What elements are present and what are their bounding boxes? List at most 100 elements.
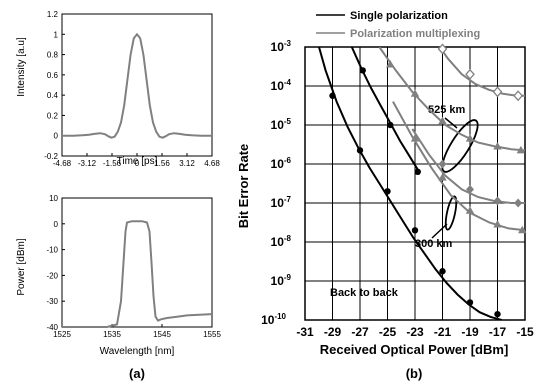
- x-tick-label: -23: [406, 325, 424, 339]
- y-tick-label: 10-9: [271, 273, 292, 288]
- y-tick-label: 0.4: [47, 91, 59, 100]
- series-curve-group: [392, 101, 525, 232]
- x-tick-label: 1.56: [154, 159, 170, 168]
- y-tick-label: 0: [54, 132, 59, 141]
- data-point-triangle: [518, 225, 527, 234]
- data-point-diamond: [466, 184, 474, 194]
- x-tick-label: -31: [296, 325, 314, 339]
- annotation-leader: [444, 117, 458, 129]
- y-tick-label: 10-7: [271, 195, 292, 210]
- annotation-label: Back to back: [330, 287, 399, 299]
- ber-chart: Bit Error Rate Received Optical Power [d…: [236, 10, 534, 357]
- y-tick-label: 10-4: [271, 78, 292, 93]
- x-axis-label: Time [ps]: [117, 156, 158, 167]
- data-point-open-diamond: [465, 68, 475, 80]
- data-point-circle: [414, 168, 421, 175]
- annotation-ellipse-525km: [441, 119, 479, 173]
- y-axis-label: Bit Error Rate: [236, 144, 251, 229]
- x-tick-label: -15: [516, 325, 534, 339]
- legend-label: Single polarization: [350, 10, 448, 22]
- x-tick-label: -4.68: [53, 159, 72, 168]
- x-tick-label: -27: [351, 325, 369, 339]
- x-axis-label: Wavelength [nm]: [100, 346, 175, 357]
- data-point-triangle: [438, 116, 447, 125]
- y-tick-exponent: -4: [284, 78, 292, 87]
- y-tick-exponent: -7: [284, 195, 292, 204]
- spectrum-chart: Power [dBm] Wavelength [nm] 1525 1535 1545…: [16, 194, 221, 357]
- data-point-diamond: [493, 196, 502, 206]
- series-curve-group: [317, 47, 502, 320]
- data-point-triangle: [465, 206, 475, 214]
- y-tick-label: 0.2: [47, 111, 59, 120]
- data-point-triangle: [493, 219, 502, 228]
- pulse-intensity-chart: Intensity [a.u] Time [ps] -4.68 -3.12 -1.5…: [16, 10, 220, 168]
- y-tick-label: -0.2: [44, 152, 58, 161]
- y-tick-label: -20: [46, 271, 58, 280]
- series-curve: [392, 101, 525, 232]
- data-point-circle: [494, 310, 501, 318]
- y-tick-label: 10-8: [271, 234, 292, 249]
- data-point-triangle: [465, 134, 475, 142]
- y-tick-label: 1: [54, 30, 59, 39]
- annotation-label: 525 km: [428, 104, 466, 116]
- x-tick-label: 1525: [53, 330, 71, 339]
- y-tick-exponent: -8: [284, 234, 292, 243]
- y-axis-label: Intensity [a.u]: [16, 37, 27, 97]
- pulse-trace: [62, 32, 212, 139]
- y-tick-label: -40: [46, 323, 58, 332]
- data-point-open-diamond: [492, 86, 503, 98]
- series-curve: [317, 47, 502, 320]
- plot-frame: [61, 197, 213, 328]
- data-point-open-diamond: [513, 90, 523, 102]
- data-point-circle: [359, 67, 366, 74]
- y-tick-label: 10-3: [271, 39, 292, 54]
- x-tick-label: -29: [324, 325, 342, 339]
- data-point-diamond: [514, 198, 523, 208]
- y-tick-exponent: -3: [284, 39, 292, 48]
- data-point-circle: [356, 147, 364, 154]
- data-point-circle: [466, 299, 474, 306]
- y-tick-label: -30: [46, 297, 58, 306]
- data-point-triangle: [386, 60, 395, 68]
- y-tick-label: 0: [54, 220, 59, 229]
- data-point-triangle: [438, 173, 447, 181]
- y-tick-label: 10: [49, 194, 58, 203]
- data-point-triangle: [410, 134, 420, 142]
- x-tick-label: -19: [461, 325, 479, 339]
- data-point-triangle: [516, 145, 526, 154]
- x-tick-label: -1.56: [103, 159, 122, 168]
- legend-label: Polarization multiplexing: [350, 28, 480, 40]
- x-tick-label: -21: [434, 325, 452, 339]
- annotation-label: 300 km: [415, 238, 453, 250]
- series-curve-group: [378, 47, 525, 152]
- x-tick-label: 1555: [203, 330, 221, 339]
- x-tick-label: 4.68: [204, 159, 220, 168]
- y-tick-label: -10: [46, 246, 58, 255]
- annotation-ellipse-300km: [444, 195, 458, 231]
- data-point-circle: [387, 121, 394, 129]
- plot-frame: [304, 46, 526, 321]
- series-curve: [378, 47, 525, 152]
- y-tick-exponent: -6: [284, 156, 292, 165]
- x-tick-label: 1545: [153, 330, 171, 339]
- annotation-leader: [431, 223, 448, 239]
- data-point-circle: [329, 92, 336, 99]
- y-axis-label: Power [dBm]: [16, 238, 27, 295]
- data-point-circle: [384, 188, 391, 195]
- panel-label-a: (a): [129, 366, 145, 381]
- data-point-triangle: [493, 141, 502, 150]
- y-tick-exponent: -5: [284, 117, 292, 126]
- x-tick-label: -3.12: [78, 159, 97, 168]
- y-tick-exponent: -9: [284, 273, 292, 282]
- spectrum-trace: [62, 220, 213, 328]
- data-point-diamond: [438, 159, 447, 169]
- data-point-triangle: [410, 89, 420, 97]
- x-axis-label: Received Optical Power [dBm]: [320, 342, 509, 357]
- data-point-circle: [411, 227, 419, 234]
- panel-label-b: (b): [406, 366, 423, 381]
- y-tick-label: 0.8: [47, 51, 59, 60]
- y-tick-label: 0.6: [47, 71, 59, 80]
- data-point-circle: [439, 268, 446, 275]
